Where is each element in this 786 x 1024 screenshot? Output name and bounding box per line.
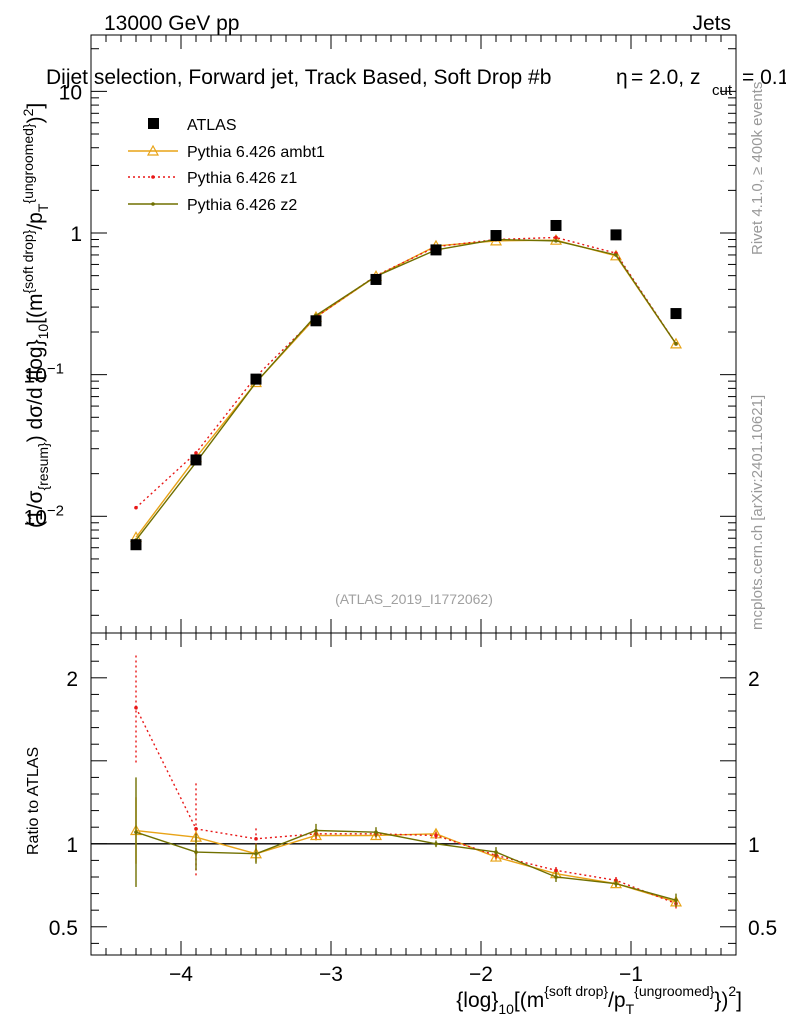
legend-marker-dot [151,202,155,206]
ratio-point [674,898,678,903]
ratio-tick-label-left: 2 [66,668,78,691]
x-axis-label: {log}10[(m{soft drop}/pT{ungroomed}})2] [456,983,742,1017]
legend-marker-dot [151,175,155,179]
atlas-data-point [550,219,562,231]
ratio-point [614,881,618,886]
legend-atlas-label: ATLAS [187,117,237,134]
chart-title: Dijet selection, Forward jet, Track Base… [46,66,551,89]
ratio-tick-label-right: 0.5 [748,917,777,940]
legend-label-1: Pythia 6.426 z1 [187,170,297,187]
ratio-point [494,850,498,854]
x-tick-label: −1 [619,963,643,986]
series-point-triangle [549,233,563,245]
main-y-axis-label: (1/σ{resum}) dσ/d {log}10[(m{soft drop}/… [20,103,51,528]
series-point [134,505,138,510]
legend-atlas-marker [148,118,159,129]
ratio-point-triangle [309,829,323,841]
ratio-tick-label-right: 2 [748,668,760,691]
ratio-point [374,830,378,834]
y-tick-label: 10 [59,81,82,104]
series-line-2 [135,238,677,541]
legend-label-2: Pythia 6.426 z2 [187,197,297,214]
ratio-panel-frame [90,632,737,956]
ratio-point-triangle [489,850,503,862]
atlas-data-point [610,229,622,241]
ratio-tick-label-left: 0.5 [49,917,78,940]
analysis-watermark: (ATLAS_2019_I1772062) [335,591,493,607]
series-point-triangle [669,337,683,349]
chart-title-cut: cut [712,82,733,99]
ratio-point [434,841,438,846]
ratio-line-1 [135,707,677,905]
series-point [614,253,618,257]
series-line-1 [135,236,677,509]
legend: ATLAS Pythia 6.426 ambt1 Pythia 6.426 z1 Py… [128,117,325,214]
atlas-data-point [130,539,142,551]
atlas-data-point [310,315,322,327]
axes-layer: −4 −3 −2 −1 10 1 10−1 10−2 2 2 1 1 0.5 0.5 [24,35,777,986]
chart-title-eta: η [616,66,628,89]
chart-title-suffix: = 2.0, z [631,66,700,89]
ratio-y-axis-label: Ratio to ATLAS [25,747,42,855]
series-layer [129,219,683,909]
series-point [554,239,558,243]
series-point [554,235,558,240]
atlas-data-point [430,244,442,256]
x-tick-label: −2 [469,963,493,986]
atlas-data-point [370,273,382,285]
energy-label: 13000 GeV pp [104,12,239,35]
ratio-point [134,705,138,710]
series-point-triangle [609,249,623,261]
ratio-point [254,851,258,856]
ratio-point [434,833,438,838]
ratio-point [554,875,558,879]
y-tick-label: 10−1 [24,361,64,388]
ratio-point [194,850,198,854]
legend-label-0: Pythia 6.426 ambt1 [187,144,325,161]
ratio-point [314,828,318,833]
series-point [674,342,678,346]
y-tick-label: 1 [70,223,82,246]
chart-title-main: Dijet selection, Forward jet, Track Base… [46,66,551,89]
ratio-point [194,827,198,831]
series-line-0 [135,239,677,538]
mcplots-label: mcplots.cern.ch [arXiv:2401.10621] [749,395,766,630]
rivet-version-label: Rivet 4.1.0, ≥ 400k events [749,82,766,255]
atlas-data-point [250,373,262,385]
atlas-data-point [490,230,502,242]
ratio-tick-label-left: 1 [66,834,78,857]
ratio-line-2 [135,829,677,901]
ratio-point [554,868,558,873]
chart-title-tail: = 0.1 [742,66,786,89]
ratio-point [254,837,258,841]
series-point [194,451,198,455]
category-label: Jets [692,12,731,35]
y-tick-label: 10−2 [24,502,64,529]
ratio-tick-label-right: 1 [748,834,760,857]
ratio-point [134,830,138,834]
ratio-line-0 [135,829,677,903]
x-tick-label: −4 [169,963,193,986]
x-tick-label: −3 [319,963,343,986]
atlas-data-point [670,308,682,320]
ratio-point-triangle [369,829,383,841]
atlas-data-point [190,454,202,466]
legend-marker-triangle [146,144,160,156]
